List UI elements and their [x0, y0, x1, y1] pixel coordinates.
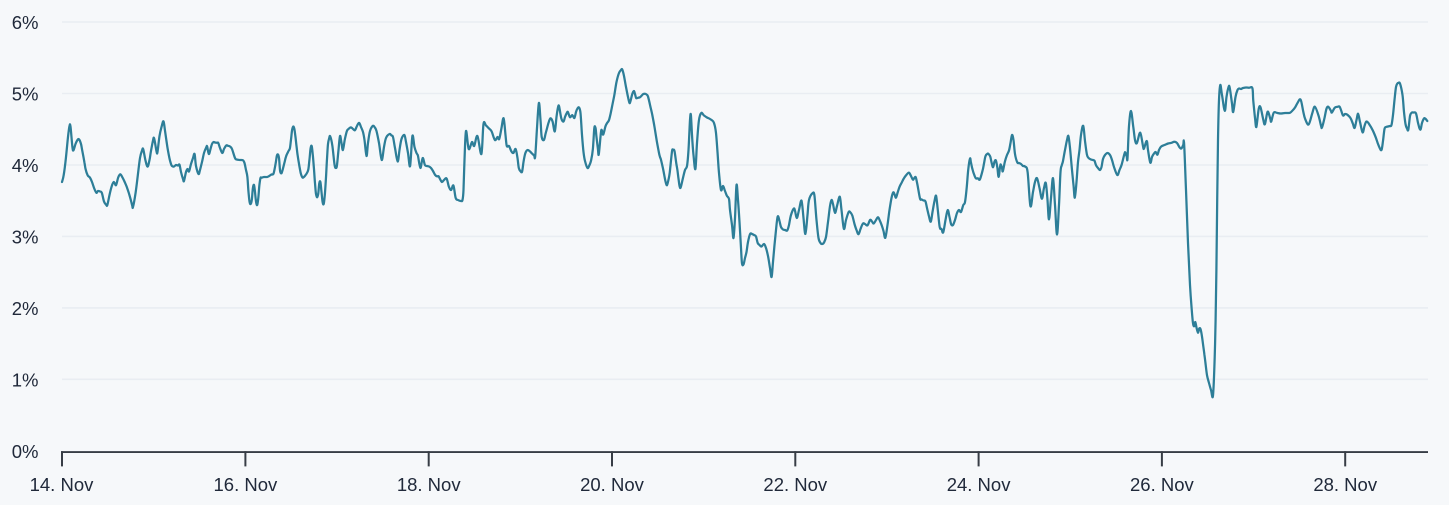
svg-text:18. Nov: 18. Nov — [397, 474, 462, 495]
svg-text:28. Nov: 28. Nov — [1313, 474, 1378, 495]
svg-text:6%: 6% — [12, 12, 39, 33]
svg-text:0%: 0% — [12, 441, 39, 462]
svg-text:4%: 4% — [12, 155, 39, 176]
svg-text:14. Nov: 14. Nov — [30, 474, 95, 495]
svg-text:22. Nov: 22. Nov — [763, 474, 828, 495]
svg-text:3%: 3% — [12, 227, 39, 248]
svg-text:1%: 1% — [12, 370, 39, 391]
svg-text:20. Nov: 20. Nov — [580, 474, 645, 495]
svg-text:24. Nov: 24. Nov — [947, 474, 1012, 495]
svg-text:2%: 2% — [12, 298, 39, 319]
svg-text:16. Nov: 16. Nov — [214, 474, 279, 495]
svg-text:5%: 5% — [12, 84, 39, 105]
svg-text:26. Nov: 26. Nov — [1130, 474, 1195, 495]
